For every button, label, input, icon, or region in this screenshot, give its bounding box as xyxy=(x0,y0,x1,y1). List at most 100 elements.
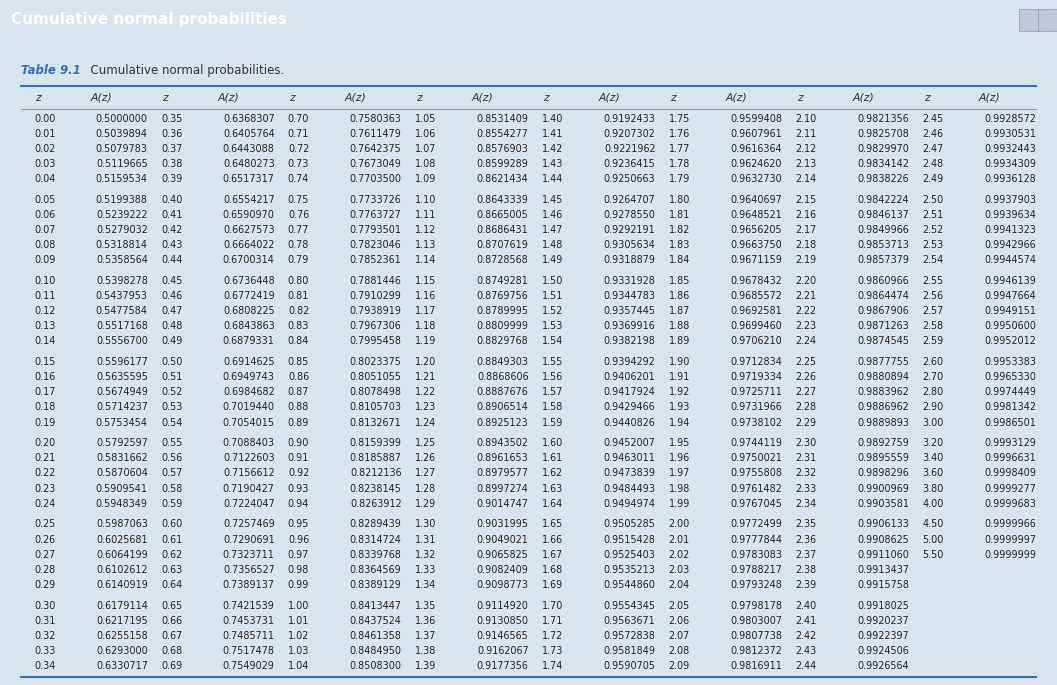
Text: 0.9926564: 0.9926564 xyxy=(857,661,909,671)
Text: 0.7389137: 0.7389137 xyxy=(223,580,275,590)
Text: 0.7122603: 0.7122603 xyxy=(223,453,275,463)
Text: 0.9382198: 0.9382198 xyxy=(604,336,655,347)
Text: 0.5635595: 0.5635595 xyxy=(96,372,148,382)
Text: 0.7054015: 0.7054015 xyxy=(223,417,275,427)
Text: 0.96: 0.96 xyxy=(288,534,310,545)
Text: 0.9607961: 0.9607961 xyxy=(730,129,782,139)
Text: 0.9999999: 0.9999999 xyxy=(984,549,1036,560)
Text: 0.9692581: 0.9692581 xyxy=(730,306,782,316)
Text: 0.55: 0.55 xyxy=(161,438,183,448)
Text: 0.44: 0.44 xyxy=(161,256,183,265)
Text: 5.50: 5.50 xyxy=(923,549,944,560)
Text: 0.7156612: 0.7156612 xyxy=(223,469,275,478)
Text: 2.47: 2.47 xyxy=(923,144,944,154)
Text: 0.04: 0.04 xyxy=(34,174,55,184)
Text: 0.6554217: 0.6554217 xyxy=(223,195,275,205)
Text: 0.9880894: 0.9880894 xyxy=(857,372,909,382)
Text: 0.9767045: 0.9767045 xyxy=(730,499,782,509)
Text: 0.8809999: 0.8809999 xyxy=(477,321,528,332)
Text: 0.9750021: 0.9750021 xyxy=(730,453,782,463)
Text: 0.12: 0.12 xyxy=(34,306,55,316)
Text: 0.9599408: 0.9599408 xyxy=(730,114,782,124)
Text: 1.59: 1.59 xyxy=(541,417,563,427)
Text: 0.08: 0.08 xyxy=(34,240,55,250)
Text: 1.71: 1.71 xyxy=(541,616,563,625)
Text: 1.64: 1.64 xyxy=(542,499,563,509)
Text: 0.00: 0.00 xyxy=(34,114,55,124)
Text: 0.9616364: 0.9616364 xyxy=(730,144,782,154)
Text: 1.33: 1.33 xyxy=(414,564,437,575)
Text: 0.9761482: 0.9761482 xyxy=(730,484,782,494)
Text: 0.9278550: 0.9278550 xyxy=(604,210,655,220)
Text: 2.41: 2.41 xyxy=(796,616,817,625)
Text: 0.9236415: 0.9236415 xyxy=(604,159,655,169)
Text: 2.18: 2.18 xyxy=(796,240,817,250)
Text: 0.9825708: 0.9825708 xyxy=(857,129,909,139)
Text: 0.7485711: 0.7485711 xyxy=(223,631,275,640)
Text: 0.9406201: 0.9406201 xyxy=(604,372,655,382)
Text: 1.20: 1.20 xyxy=(415,357,437,367)
Text: 1.76: 1.76 xyxy=(669,129,690,139)
Text: 2.03: 2.03 xyxy=(669,564,690,575)
Text: 0.5556700: 0.5556700 xyxy=(96,336,148,347)
Text: 0.26: 0.26 xyxy=(34,534,55,545)
Text: 0.37: 0.37 xyxy=(161,144,183,154)
Text: 1.37: 1.37 xyxy=(414,631,437,640)
Text: 0.6293000: 0.6293000 xyxy=(96,646,148,656)
Text: 0.8263912: 0.8263912 xyxy=(350,499,402,509)
Text: 0.8508300: 0.8508300 xyxy=(350,661,402,671)
Text: 0.8643339: 0.8643339 xyxy=(477,195,528,205)
Text: 0.9049021: 0.9049021 xyxy=(477,534,528,545)
Text: 0.7823046: 0.7823046 xyxy=(350,240,402,250)
Text: 2.13: 2.13 xyxy=(796,159,817,169)
Text: A(z): A(z) xyxy=(979,92,1001,103)
Text: 0.9999277: 0.9999277 xyxy=(984,484,1036,494)
Text: 2.07: 2.07 xyxy=(669,631,690,640)
Text: 0.7580363: 0.7580363 xyxy=(350,114,402,124)
Text: 0.5398278: 0.5398278 xyxy=(96,276,148,286)
Text: 2.49: 2.49 xyxy=(923,174,944,184)
Text: 0.9829970: 0.9829970 xyxy=(857,144,909,154)
Text: 0.9998409: 0.9998409 xyxy=(984,469,1036,478)
Text: 0.9883962: 0.9883962 xyxy=(857,387,909,397)
Text: 0.6368307: 0.6368307 xyxy=(223,114,275,124)
Text: 0.92: 0.92 xyxy=(288,469,310,478)
Text: 0.25: 0.25 xyxy=(34,519,55,530)
Text: 0.06: 0.06 xyxy=(34,210,55,220)
Text: 0.9394292: 0.9394292 xyxy=(604,357,655,367)
Text: 0.8665005: 0.8665005 xyxy=(477,210,528,220)
Text: 2.46: 2.46 xyxy=(923,129,944,139)
Text: 0.9731966: 0.9731966 xyxy=(730,402,782,412)
Text: 0.6025681: 0.6025681 xyxy=(96,534,148,545)
Text: 0.58: 0.58 xyxy=(161,484,183,494)
Text: 0.88: 0.88 xyxy=(288,402,310,412)
Text: 0.9369916: 0.9369916 xyxy=(604,321,655,332)
Text: 0.9130850: 0.9130850 xyxy=(477,616,528,625)
Text: 1.34: 1.34 xyxy=(414,580,437,590)
Text: A(z): A(z) xyxy=(345,92,367,103)
Text: 0.9678432: 0.9678432 xyxy=(730,276,782,286)
Text: 0.45: 0.45 xyxy=(161,276,183,286)
Text: 0.9918025: 0.9918025 xyxy=(857,601,909,610)
Text: 0.15: 0.15 xyxy=(34,357,55,367)
Text: 0.7673049: 0.7673049 xyxy=(350,159,402,169)
Text: 0.72: 0.72 xyxy=(288,144,310,154)
Text: 0.7190427: 0.7190427 xyxy=(223,484,275,494)
Text: 1.12: 1.12 xyxy=(415,225,437,235)
Text: 0.63: 0.63 xyxy=(161,564,183,575)
Text: z: z xyxy=(797,92,802,103)
Text: 0.9974449: 0.9974449 xyxy=(984,387,1036,397)
Text: 0.9640697: 0.9640697 xyxy=(730,195,782,205)
Text: 2.59: 2.59 xyxy=(923,336,944,347)
Text: A(z): A(z) xyxy=(725,92,747,103)
Text: 0.75: 0.75 xyxy=(288,195,310,205)
Text: 0.9744119: 0.9744119 xyxy=(730,438,782,448)
Text: 0.9924506: 0.9924506 xyxy=(857,646,909,656)
Text: 1.26: 1.26 xyxy=(415,453,437,463)
Text: 0.8925123: 0.8925123 xyxy=(477,417,528,427)
Text: 0.9581849: 0.9581849 xyxy=(604,646,655,656)
Text: 0.11: 0.11 xyxy=(34,291,55,301)
Text: 1.48: 1.48 xyxy=(541,240,563,250)
Text: 0.9777844: 0.9777844 xyxy=(730,534,782,545)
Text: 0.7356527: 0.7356527 xyxy=(223,564,275,575)
